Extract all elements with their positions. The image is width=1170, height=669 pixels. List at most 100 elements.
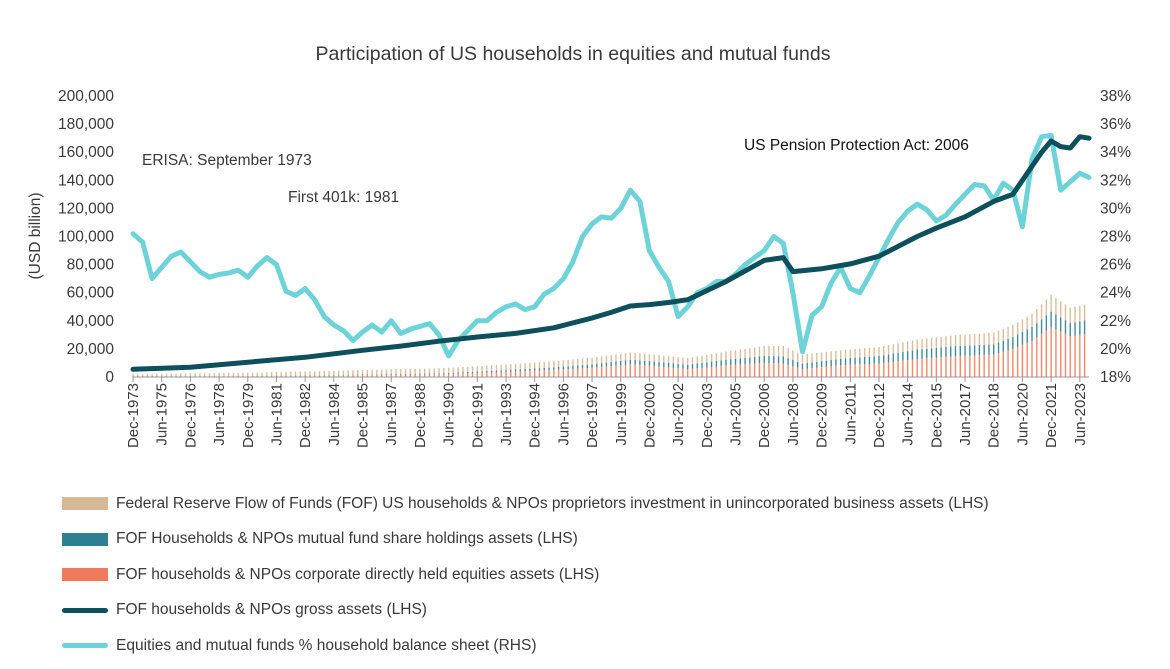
y-left-tick-label: 180,000 (58, 116, 114, 133)
bar-segment (400, 374, 402, 377)
bar-segment (615, 365, 617, 377)
bar-segment (577, 368, 579, 377)
lines-layer (130, 132, 1092, 372)
bar-segment (892, 353, 895, 362)
bar-segment (376, 369, 378, 375)
bar-segment (156, 373, 158, 376)
bar-segment (290, 375, 292, 377)
bar-segment (251, 375, 254, 377)
bar-segment (854, 364, 856, 377)
bar-segment (816, 353, 818, 362)
bar-segment (758, 356, 761, 364)
bar-segment (696, 356, 698, 364)
bar-segment (304, 375, 306, 377)
bar-segment (357, 370, 359, 375)
bar-segment (600, 356, 603, 364)
bar-segment (777, 356, 780, 364)
bar-segment (471, 372, 474, 377)
bar-segment (505, 364, 507, 371)
y-right-tick-label: 30% (1100, 200, 1131, 217)
bar-segment (663, 355, 665, 363)
legend-item-direct-equities: FOF households & NPOs corporate directly… (62, 557, 989, 593)
bar-segment (404, 373, 407, 375)
bar-segment (395, 374, 397, 377)
bar-segment (357, 375, 359, 377)
bar-segment (969, 355, 971, 377)
x-tick-label: Dec-1994 (527, 383, 544, 448)
legend-swatch-gross-assets (62, 607, 108, 613)
bar-segment (993, 344, 995, 355)
bar-segment (782, 363, 785, 377)
bar-segment (438, 373, 440, 375)
y-right-tick-label: 28% (1100, 229, 1131, 246)
bar-segment (629, 364, 632, 377)
bar-segment (945, 346, 947, 357)
bar-segment (720, 366, 722, 377)
bar-segment (423, 374, 426, 377)
y-right-tick-label: 26% (1100, 257, 1131, 274)
bar-segment (385, 369, 388, 375)
legend-item-mutual-funds: FOF Households & NPOs mutual fund share … (62, 522, 989, 558)
bar-segment (1079, 334, 1081, 377)
y-left-tick-label: 140,000 (58, 172, 114, 189)
bar-segment (352, 375, 354, 377)
x-tick-label: Dec-1991 (469, 383, 486, 448)
x-tick-label: Jun-1999 (613, 383, 630, 446)
bar-segment (749, 357, 751, 364)
bar-segment (887, 354, 890, 363)
bar-segment (548, 370, 550, 377)
bar-segment (495, 364, 498, 371)
bar-segment (1069, 323, 1071, 337)
bar-segment (706, 367, 708, 377)
bar-segment (820, 361, 823, 368)
bar-segment (294, 375, 297, 377)
bar-segment (404, 374, 407, 377)
bar-segment (725, 351, 727, 360)
bar-segment (505, 370, 507, 372)
y-left-tick-label: 160,000 (58, 144, 114, 161)
bar-segment (1002, 328, 1005, 341)
bar-segment (887, 362, 890, 377)
bar-segment (653, 354, 655, 362)
bar-segment (347, 375, 349, 377)
bar-segment (572, 368, 574, 377)
bar-segment (524, 363, 526, 369)
bar-segment (844, 349, 847, 359)
bar-segment (285, 375, 287, 377)
bar-segment (620, 360, 622, 366)
bar-segment (682, 364, 684, 369)
bar-segment (366, 374, 369, 377)
bar-segment (634, 364, 636, 377)
bar-segment (801, 368, 804, 377)
y-right-tick-label: 18% (1100, 369, 1131, 386)
bar-segment (806, 363, 808, 369)
bar-segment (1050, 311, 1052, 328)
bar-segment (1059, 301, 1062, 318)
bar-segment (658, 362, 660, 367)
bar-segment (605, 355, 608, 363)
bar-segment (471, 371, 474, 373)
bar-segment (868, 356, 871, 364)
bar-segment (916, 339, 918, 350)
bar-segment (744, 348, 746, 358)
bar-segment (701, 367, 703, 377)
bar-segment (883, 362, 885, 377)
bar-segment (1055, 314, 1057, 330)
y-left-tick-label: 0 (105, 369, 114, 386)
bar-segment (1012, 337, 1014, 349)
x-tick-label: Jun-1975 (154, 383, 171, 446)
bar-segment (796, 367, 799, 377)
bar-segment (1021, 344, 1024, 377)
bar-segment (878, 346, 880, 356)
bar-segment (443, 374, 445, 377)
bar-segment (1064, 320, 1067, 334)
bar-segment (720, 360, 722, 367)
bar-segment (577, 365, 579, 369)
bar-segment (337, 370, 340, 375)
bar-segment (663, 362, 665, 368)
bar-segment (954, 346, 957, 357)
bar-segment (404, 369, 407, 374)
bar-segment (261, 375, 263, 377)
bar-segment (581, 358, 584, 366)
bar-segment (667, 367, 670, 377)
